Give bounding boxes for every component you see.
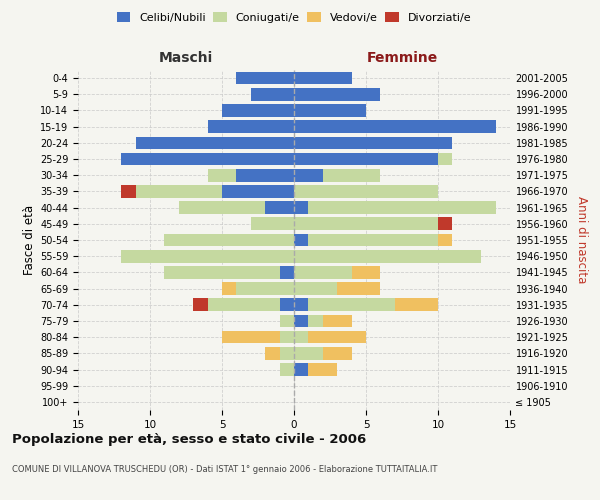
Legend: Celibi/Nubili, Coniugati/e, Vedovi/e, Divorziati/e: Celibi/Nubili, Coniugati/e, Vedovi/e, Di…: [112, 8, 476, 28]
Bar: [164, 234, 294, 246]
Bar: [208, 298, 280, 311]
Bar: [280, 298, 294, 311]
Bar: [164, 266, 280, 278]
Bar: [121, 185, 136, 198]
Bar: [236, 169, 294, 181]
Bar: [294, 185, 438, 198]
Text: Maschi: Maschi: [159, 51, 213, 65]
Bar: [280, 266, 294, 278]
Bar: [222, 104, 294, 117]
Bar: [308, 363, 337, 376]
Bar: [438, 152, 452, 166]
Bar: [179, 202, 265, 214]
Bar: [308, 314, 323, 328]
Bar: [294, 347, 323, 360]
Bar: [280, 314, 294, 328]
Bar: [294, 331, 308, 344]
Bar: [208, 120, 294, 133]
Bar: [193, 298, 208, 311]
Bar: [236, 72, 294, 85]
Bar: [337, 282, 380, 295]
Bar: [323, 169, 380, 181]
Bar: [251, 218, 294, 230]
Bar: [294, 120, 496, 133]
Bar: [294, 266, 352, 278]
Bar: [121, 250, 294, 262]
Bar: [308, 202, 496, 214]
Bar: [395, 298, 438, 311]
Bar: [294, 152, 438, 166]
Bar: [136, 136, 294, 149]
Bar: [308, 331, 366, 344]
Bar: [323, 347, 352, 360]
Bar: [280, 363, 294, 376]
Bar: [294, 202, 308, 214]
Bar: [294, 104, 366, 117]
Bar: [222, 331, 280, 344]
Bar: [280, 331, 294, 344]
Bar: [251, 88, 294, 101]
Bar: [294, 250, 481, 262]
Bar: [222, 282, 236, 295]
Bar: [121, 152, 294, 166]
Bar: [308, 234, 438, 246]
Bar: [294, 314, 308, 328]
Bar: [438, 218, 452, 230]
Bar: [265, 347, 280, 360]
Bar: [294, 72, 352, 85]
Bar: [294, 136, 452, 149]
Bar: [222, 185, 294, 198]
Text: Femmine: Femmine: [367, 51, 437, 65]
Bar: [265, 202, 294, 214]
Text: Popolazione per età, sesso e stato civile - 2006: Popolazione per età, sesso e stato civil…: [12, 432, 366, 446]
Bar: [294, 282, 337, 295]
Bar: [352, 266, 380, 278]
Text: COMUNE DI VILLANOVA TRUSCHEDU (OR) - Dati ISTAT 1° gennaio 2006 - Elaborazione T: COMUNE DI VILLANOVA TRUSCHEDU (OR) - Dat…: [12, 466, 437, 474]
Bar: [294, 88, 380, 101]
Bar: [136, 185, 222, 198]
Bar: [294, 234, 308, 246]
Bar: [308, 298, 395, 311]
Bar: [294, 169, 323, 181]
Bar: [280, 347, 294, 360]
Bar: [294, 218, 438, 230]
Y-axis label: Anni di nascita: Anni di nascita: [575, 196, 588, 284]
Y-axis label: Fasce di età: Fasce di età: [23, 205, 36, 275]
Bar: [208, 169, 236, 181]
Bar: [438, 234, 452, 246]
Bar: [294, 298, 308, 311]
Bar: [294, 363, 308, 376]
Bar: [323, 314, 352, 328]
Bar: [236, 282, 294, 295]
